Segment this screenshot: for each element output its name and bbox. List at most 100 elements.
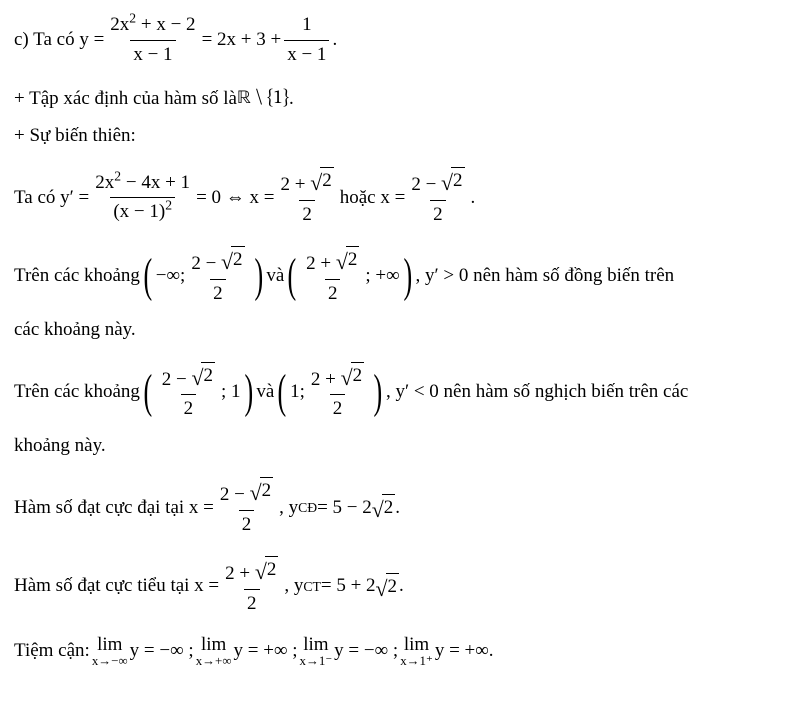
line-5b: các khoảng này. bbox=[14, 317, 796, 344]
line-6: Trên các khoảng ( 2 − √2 2 ; 1 ) và ( 1;… bbox=[14, 362, 796, 423]
set-notation: ℝ \ {1} bbox=[237, 86, 289, 113]
limit: lim x→1⁺ bbox=[400, 635, 433, 668]
limit: lim x→1⁻ bbox=[300, 635, 333, 668]
num-a: 2x bbox=[110, 14, 129, 35]
lim-sub: x→1⁺ bbox=[400, 655, 433, 668]
num-a: 2 + bbox=[281, 174, 311, 195]
interval: ( 2 − √2 2 ; 1 ) bbox=[140, 362, 256, 423]
text: = 0 ⇔ x = bbox=[196, 185, 274, 212]
fraction: 2 − √2 2 bbox=[217, 477, 276, 538]
lim-label: lim bbox=[303, 635, 328, 654]
radicand: 2 bbox=[386, 573, 400, 601]
interval: ( 2 + √2 2 ; +∞ ) bbox=[284, 246, 415, 307]
den: 2 bbox=[244, 589, 260, 618]
paren-left: ( bbox=[288, 260, 297, 293]
interval: ( 1; 2 + √2 2 ) bbox=[274, 362, 386, 423]
num-a: 2x bbox=[95, 172, 114, 193]
text: , y bbox=[284, 573, 303, 600]
sqrt: √2 bbox=[441, 167, 465, 195]
text: . bbox=[471, 185, 476, 212]
sqrt: √2 bbox=[341, 362, 365, 390]
text: + Sự biến thiên: bbox=[14, 123, 136, 150]
lim-sub: x→−∞ bbox=[92, 655, 128, 668]
fraction: 2 − √2 2 bbox=[188, 246, 247, 307]
text: . bbox=[289, 86, 294, 113]
text: Hàm số đạt cực tiểu tại x = bbox=[14, 573, 219, 600]
radicand: 2 bbox=[351, 362, 365, 390]
text: Trên các khoảng bbox=[14, 379, 140, 406]
text: + Tập xác định của hàm số là bbox=[14, 86, 237, 113]
line-5: Trên các khoảng ( −∞; 2 − √2 2 ) và ( 2 … bbox=[14, 246, 796, 307]
den: 2 bbox=[181, 394, 197, 423]
interval-left: 1; bbox=[290, 379, 305, 406]
num-b: + x − 2 bbox=[136, 14, 195, 35]
num-a: 2 − bbox=[220, 484, 250, 505]
text: c) Ta có y = bbox=[14, 27, 104, 54]
sqrt: √2 bbox=[336, 246, 360, 274]
den: 2 bbox=[210, 279, 226, 308]
text: y = −∞ ; bbox=[334, 638, 398, 665]
den: 2 bbox=[239, 510, 255, 539]
radicand: 2 bbox=[231, 246, 245, 274]
paren-left: ( bbox=[143, 376, 152, 409]
den: 2 bbox=[299, 200, 315, 229]
text: , y′ < 0 nên hàm số nghịch biến trên các bbox=[386, 379, 688, 406]
num-a: 2 − bbox=[162, 369, 192, 390]
line-4: Ta có y′ = 2x2 − 4x + 1 (x − 1)2 = 0 ⇔ x… bbox=[14, 167, 796, 228]
paren-right: ) bbox=[374, 376, 383, 409]
fraction: 2 + √2 2 bbox=[303, 246, 362, 307]
sup: 2 bbox=[165, 198, 172, 213]
den-base: (x − 1) bbox=[113, 201, 165, 222]
lim-label: lim bbox=[201, 635, 226, 654]
interval-right: ; +∞ bbox=[365, 263, 399, 290]
fraction: 2 + √2 2 bbox=[308, 362, 367, 423]
paren-right: ) bbox=[254, 260, 263, 293]
sqrt: √2 bbox=[250, 477, 274, 505]
num-a: 2 − bbox=[191, 253, 221, 274]
sqrt: √2 bbox=[376, 573, 400, 601]
radicand: 2 bbox=[201, 362, 215, 390]
fraction: 1 x − 1 bbox=[284, 12, 329, 68]
text: . bbox=[395, 495, 400, 522]
lim-sub: x→1⁻ bbox=[300, 655, 333, 668]
num-a: 2 + bbox=[306, 253, 336, 274]
text: Tiệm cận: bbox=[14, 638, 90, 665]
text: . bbox=[399, 573, 404, 600]
fraction: 2x2 + x − 2 x − 1 bbox=[107, 12, 198, 68]
num-a: 2 + bbox=[225, 563, 255, 584]
radicand: 2 bbox=[320, 167, 334, 195]
limit: lim x→−∞ bbox=[92, 635, 128, 668]
sqrt: √2 bbox=[221, 246, 245, 274]
lim-sub: x→+∞ bbox=[196, 655, 232, 668]
sqrt: √2 bbox=[255, 556, 279, 584]
line-8: Hàm số đạt cực tiểu tại x = 2 + √2 2 , y… bbox=[14, 556, 796, 617]
num-a: 2 + bbox=[311, 369, 341, 390]
radicand: 2 bbox=[346, 246, 360, 274]
paren-right: ) bbox=[244, 376, 253, 409]
text: = 2x + 3 + bbox=[202, 27, 282, 54]
text: và bbox=[256, 379, 274, 406]
interval-right: ; 1 bbox=[221, 379, 241, 406]
text: y = +∞. bbox=[435, 638, 494, 665]
paren-right: ) bbox=[403, 260, 412, 293]
paren-left: ( bbox=[143, 260, 152, 293]
fraction: 2x2 − 4x + 1 (x − 1)2 bbox=[92, 170, 193, 226]
fraction: 2 − √2 2 bbox=[408, 167, 467, 228]
lim-label: lim bbox=[97, 635, 122, 654]
line-1: c) Ta có y = 2x2 + x − 2 x − 1 = 2x + 3 … bbox=[14, 12, 796, 68]
text: y = −∞ ; bbox=[130, 638, 194, 665]
fraction: 2 + √2 2 bbox=[222, 556, 281, 617]
fraction: 2 − √2 2 bbox=[159, 362, 218, 423]
den: x − 1 bbox=[284, 40, 329, 69]
num-a: 2 − bbox=[411, 174, 441, 195]
den: 2 bbox=[325, 279, 341, 308]
text: Trên các khoảng bbox=[14, 263, 140, 290]
paren-left: ( bbox=[278, 376, 287, 409]
text: hoặc x = bbox=[340, 185, 406, 212]
interval: ( −∞; 2 − √2 2 ) bbox=[140, 246, 266, 307]
line-2: + Tập xác định của hàm số là ℝ \ {1} . bbox=[14, 86, 796, 113]
interval-left: −∞; bbox=[156, 263, 186, 290]
radicand: 2 bbox=[265, 556, 279, 584]
text: = 5 + 2 bbox=[321, 573, 376, 600]
fraction: 2 + √2 2 bbox=[278, 167, 337, 228]
